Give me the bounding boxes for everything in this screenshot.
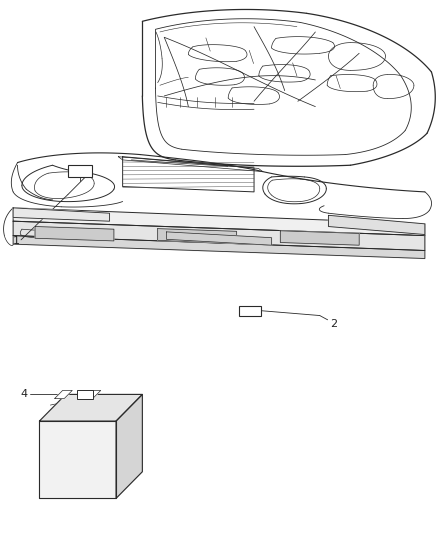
- Polygon shape: [35, 227, 114, 241]
- Polygon shape: [55, 390, 72, 399]
- Polygon shape: [39, 394, 142, 421]
- Polygon shape: [83, 390, 101, 399]
- Polygon shape: [328, 215, 425, 235]
- Text: 4: 4: [21, 390, 28, 399]
- Polygon shape: [166, 232, 272, 245]
- Text: 1: 1: [13, 236, 20, 246]
- Polygon shape: [13, 236, 425, 259]
- FancyBboxPatch shape: [68, 165, 92, 177]
- Polygon shape: [116, 394, 142, 498]
- Polygon shape: [158, 229, 237, 243]
- FancyBboxPatch shape: [239, 306, 261, 316]
- Polygon shape: [39, 421, 116, 498]
- Text: 2: 2: [330, 319, 337, 328]
- Polygon shape: [13, 208, 110, 221]
- Polygon shape: [280, 231, 359, 245]
- Polygon shape: [13, 221, 425, 251]
- Polygon shape: [13, 208, 425, 236]
- FancyBboxPatch shape: [77, 390, 93, 399]
